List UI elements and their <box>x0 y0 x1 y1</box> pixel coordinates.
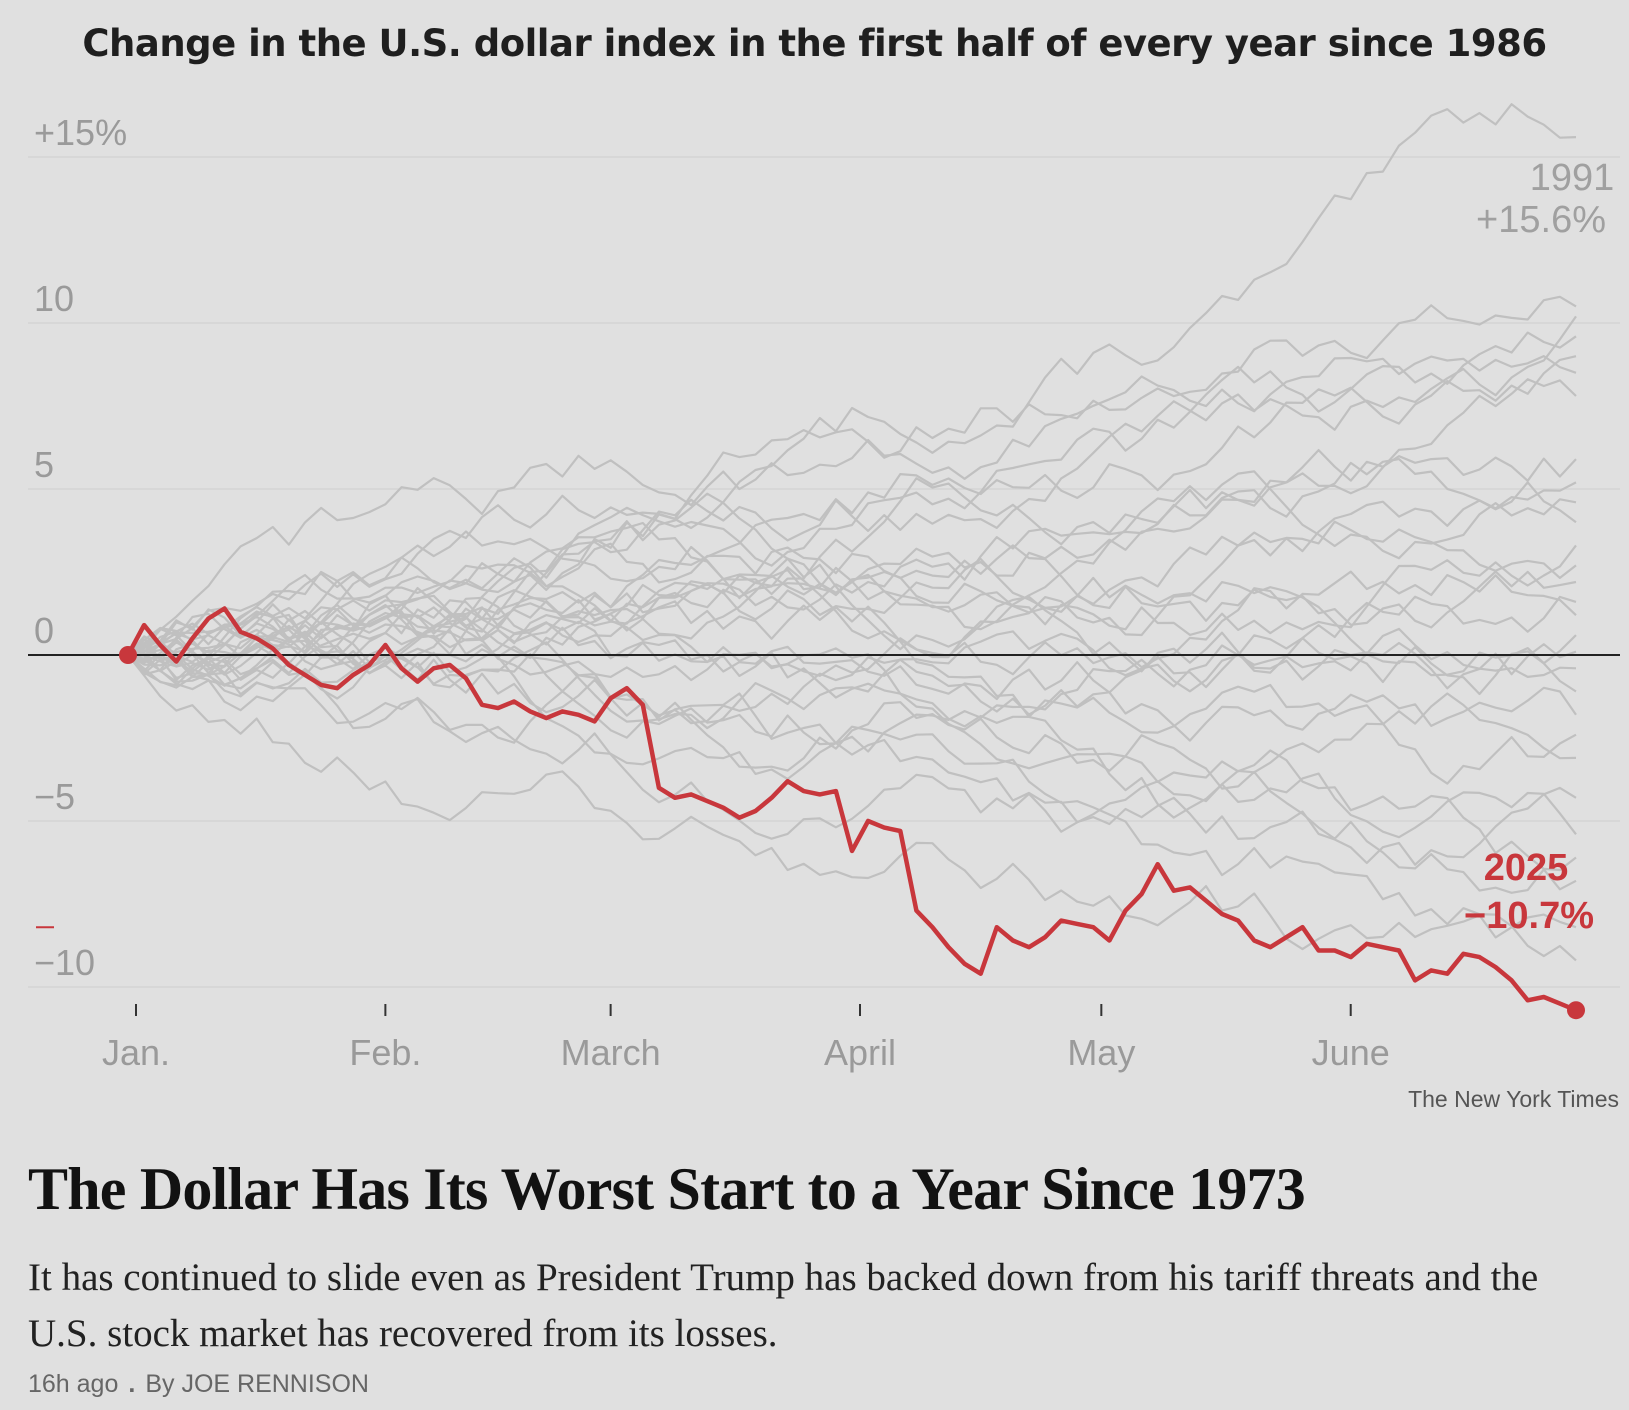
highlight-line-2025 <box>126 606 1577 1013</box>
x-tick-label: Feb. <box>349 1032 421 1073</box>
history-line-history-17 <box>127 596 1577 701</box>
article-summary: It has continued to slide even as Presid… <box>28 1256 1539 1355</box>
x-tick-label: June <box>1312 1032 1390 1073</box>
history-line-history-09 <box>127 458 1577 681</box>
timestamp: 16h ago <box>28 1370 119 1398</box>
history-line-history-29 <box>127 614 1577 962</box>
history-lines <box>127 103 1577 962</box>
annotation-2025-value: −10.7% <box>1464 895 1594 937</box>
history-line-history-20 <box>127 566 1577 696</box>
annotation-1991-year: 1991 <box>1530 157 1615 199</box>
x-tick-label: Jan. <box>102 1032 170 1073</box>
history-line-history-07 <box>127 378 1577 660</box>
history-line-history-10 <box>127 470 1577 671</box>
history-line-history-16 <box>127 566 1577 676</box>
history-line-history-04 <box>127 331 1577 676</box>
y-tick-label: −5 <box>34 776 75 817</box>
highlight-layer <box>119 606 1585 1020</box>
start-point <box>119 646 137 664</box>
y-tick-label: −10 <box>34 942 95 983</box>
x-tick-label: March <box>561 1032 661 1073</box>
byline-separator: . <box>128 1370 136 1398</box>
article-byline: 16h ago. By JOE RENNISON <box>28 1370 369 1399</box>
history-line-history-23 <box>127 640 1577 840</box>
history-line-history-15 <box>127 595 1577 744</box>
y-tick-label: 0 <box>34 610 54 651</box>
x-tick-label: April <box>824 1032 896 1073</box>
history-line-history-06 <box>127 355 1577 657</box>
history-line-history-03 <box>127 315 1577 683</box>
x-axis: Jan. Feb. March April May June <box>102 1004 1390 1073</box>
annotation-1991-value: +15.6% <box>1476 199 1606 241</box>
history-line-history-11 <box>127 481 1577 677</box>
history-line-history-02 <box>127 295 1577 660</box>
y-tick-label: 10 <box>34 278 74 319</box>
article-headline[interactable]: The Dollar Has Its Worst Start to a Year… <box>28 1156 1306 1222</box>
annotation-2025-year: 2025 <box>1484 847 1569 889</box>
y-tick-label: 5 <box>34 444 54 485</box>
y-axis: +15% 10 5 0 −5 −10 <box>34 112 127 983</box>
annotations: 1991+15.6% 2025 −10.7% <box>1464 157 1614 937</box>
history-line-history-05 <box>127 355 1577 657</box>
y-tick-label: +15% <box>34 112 127 153</box>
history-line-history-28 <box>127 654 1577 951</box>
history-line-history-27 <box>127 628 1577 894</box>
history-line-history-14 <box>127 542 1577 687</box>
chart-credit: The New York Times <box>1408 1086 1619 1112</box>
history-line-history-22 <box>127 573 1577 785</box>
author: By JOE RENNISON <box>145 1370 369 1398</box>
history-line-1991 <box>127 103 1577 668</box>
end-point <box>1567 1001 1585 1020</box>
x-tick-label: May <box>1067 1032 1135 1073</box>
chart-title: Change in the U.S. dollar index in the f… <box>82 22 1547 65</box>
